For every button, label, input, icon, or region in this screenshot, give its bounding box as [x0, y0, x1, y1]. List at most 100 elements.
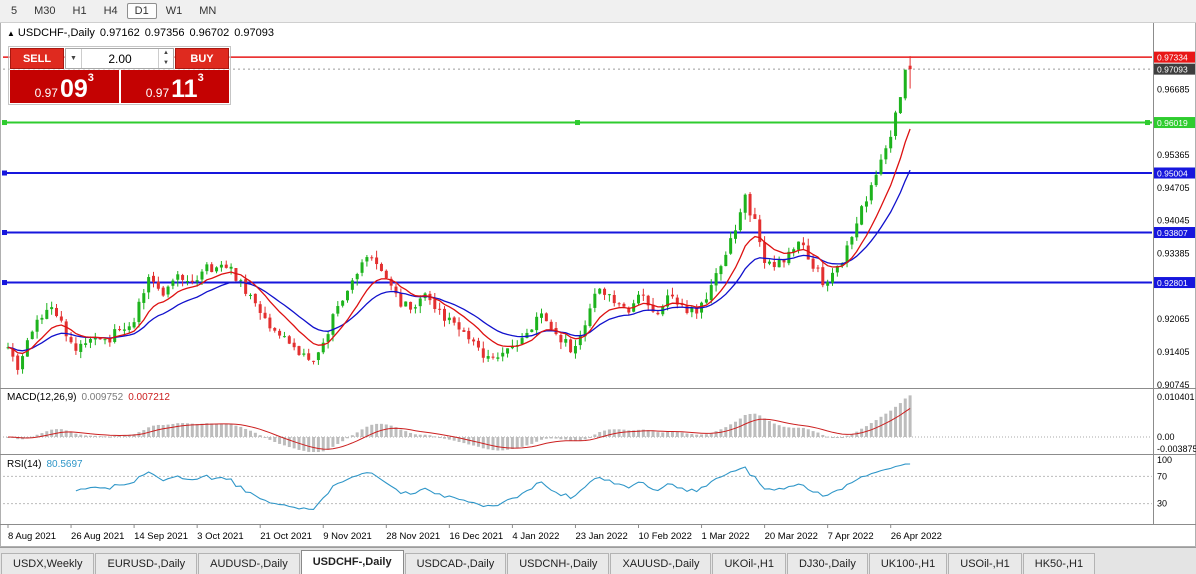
buy-price-big: 11	[171, 75, 198, 103]
rsi-label: RSI(14) 80.5697	[7, 459, 88, 470]
svg-text:0.010401: 0.010401	[1157, 392, 1195, 402]
macd-signal-value: 0.007212	[128, 392, 170, 403]
sell-price-display[interactable]: 0.97 09 3	[10, 70, 119, 103]
svg-text:4 Jan 2022: 4 Jan 2022	[512, 531, 559, 542]
macd-label: MACD(12,26,9) 0.009752 0.007212	[7, 392, 175, 403]
timeframe-button-MN[interactable]: MN	[191, 3, 224, 19]
ma-fast-line	[7, 128, 911, 355]
svg-text:26 Apr 2022: 26 Apr 2022	[891, 531, 942, 542]
svg-text:0.90745: 0.90745	[1157, 380, 1190, 390]
chart-tab-usdx-weekly[interactable]: USDX,Weekly	[1, 553, 95, 574]
svg-text:0.93807: 0.93807	[1157, 228, 1188, 238]
chart-tab-usdcad-daily[interactable]: USDCAD-,Daily	[404, 553, 507, 574]
svg-text:28 Nov 2021: 28 Nov 2021	[386, 531, 440, 542]
svg-text:0.96685: 0.96685	[1157, 84, 1190, 94]
svg-text:16 Dec 2021: 16 Dec 2021	[449, 531, 503, 542]
buy-button[interactable]: BUY	[175, 48, 229, 69]
macd-histogram	[3, 395, 1152, 452]
svg-text:23 Jan 2022: 23 Jan 2022	[575, 531, 627, 542]
timeframe-button-5[interactable]: 5	[3, 3, 25, 19]
line-handle[interactable]	[2, 170, 7, 176]
chart-title: ▲ USDCHF-,Daily 0.97162 0.97356 0.96702 0.970…	[7, 27, 279, 39]
volume-value[interactable]: 2.00	[108, 51, 132, 66]
svg-text:100: 100	[1157, 455, 1172, 465]
line-handle[interactable]	[1145, 120, 1150, 126]
chart-tab-bar: USDX,Weekly EURUSD-,Daily AUDUSD-,Daily USD…	[0, 547, 1196, 574]
timeframe-button-D1[interactable]: D1	[126, 3, 157, 19]
chart-tab-uk100-h1[interactable]: UK100-,H1	[868, 553, 948, 574]
buy-price-prefix: 0.97	[145, 86, 170, 100]
svg-text:10 Feb 2022: 10 Feb 2022	[639, 531, 692, 542]
chart-tab-hk50-h1[interactable]: HK50-,H1	[1022, 553, 1096, 574]
svg-text:0.93385: 0.93385	[1157, 248, 1190, 258]
chart-tab-dj30-daily[interactable]: DJ30-,Daily	[786, 553, 868, 574]
buy-price-pip: 3	[197, 72, 204, 84]
rsi-name: RSI(14)	[7, 459, 42, 470]
timeframe-button-H4[interactable]: H4	[96, 3, 126, 19]
svg-text:0.97334: 0.97334	[1157, 53, 1188, 63]
svg-text:8 Aug 2021: 8 Aug 2021	[8, 531, 56, 542]
line-handle[interactable]	[2, 280, 7, 286]
timeframe-button-W1[interactable]: W1	[158, 3, 191, 19]
svg-text:0.95004: 0.95004	[1157, 168, 1188, 178]
volume-spinner[interactable]: ▲ ▼	[158, 49, 173, 68]
sell-button[interactable]: SELL	[10, 48, 64, 69]
svg-text:0.94705: 0.94705	[1157, 183, 1190, 193]
macd-main-value: 0.009752	[81, 392, 124, 403]
line-handle[interactable]	[2, 120, 7, 126]
svg-text:30: 30	[1157, 499, 1167, 509]
symbol-label: USDCHF-,Daily	[17, 27, 95, 39]
ohlc-close: 0.97093	[234, 27, 274, 39]
svg-text:0.91405: 0.91405	[1157, 347, 1190, 357]
svg-text:3 Oct 2021: 3 Oct 2021	[197, 531, 243, 542]
svg-text:0.92801: 0.92801	[1157, 278, 1188, 288]
svg-text:70: 70	[1157, 471, 1167, 481]
macd-axis[interactable]: 0.010401 0.00 -0.003875	[1157, 392, 1196, 454]
spinner-up-icon[interactable]: ▲	[163, 50, 169, 56]
svg-text:0.94045: 0.94045	[1157, 216, 1190, 226]
rsi-value: 80.5697	[46, 459, 83, 470]
chart-tab-ukoil-h1[interactable]: UKOil-,H1	[712, 553, 786, 574]
chart-tab-eurusd-daily[interactable]: EURUSD-,Daily	[95, 553, 198, 574]
svg-text:14 Sep 2021: 14 Sep 2021	[134, 531, 188, 542]
svg-text:20 Mar 2022: 20 Mar 2022	[765, 531, 818, 542]
sell-price-pip: 3	[87, 72, 94, 84]
svg-text:0.96019: 0.96019	[1157, 118, 1188, 128]
spinner-down-icon[interactable]: ▼	[163, 59, 169, 66]
timeframe-button-M30[interactable]: M30	[26, 3, 63, 19]
timeframe-button-H1[interactable]: H1	[65, 3, 95, 19]
svg-text:0.95365: 0.95365	[1157, 150, 1190, 160]
rsi-line	[75, 463, 911, 510]
candles-layer	[6, 56, 912, 375]
svg-text:21 Oct 2021: 21 Oct 2021	[260, 531, 312, 542]
chart-tab-usdcnh-daily[interactable]: USDCNH-,Daily	[507, 553, 610, 574]
rsi-panel	[3, 475, 1152, 505]
chart-tab-xauusd-daily[interactable]: XAUUSD-,Daily	[610, 553, 712, 574]
date-axis[interactable]: 8 Aug 2021 26 Aug 2021 14 Sep 2021 3 Oct 20…	[7, 525, 942, 542]
sell-price-prefix: 0.97	[34, 86, 58, 100]
svg-text:0.97093: 0.97093	[1157, 65, 1188, 75]
volume-control[interactable]: ▼ 2.00 ▲ ▼	[65, 48, 174, 69]
one-click-trading-panel: SELL ▼ 2.00 ▲ ▼ BUY 0.97 09 3 0.97 11 3	[8, 46, 231, 105]
svg-text:-0.003875: -0.003875	[1157, 444, 1196, 454]
chart-tab-usdchf-daily[interactable]: USDCHF-,Daily	[300, 550, 404, 574]
svg-text:1 Mar 2022: 1 Mar 2022	[702, 531, 750, 542]
chart-tab-usoil-h1[interactable]: USOil-,H1	[948, 553, 1022, 574]
chart-tab-audusd-daily[interactable]: AUDUSD-,Daily	[198, 553, 300, 574]
svg-text:0.92065: 0.92065	[1157, 314, 1190, 324]
macd-name: MACD(12,26,9)	[7, 392, 77, 403]
svg-text:0.00: 0.00	[1157, 432, 1175, 442]
svg-text:26 Aug 2021: 26 Aug 2021	[71, 531, 124, 542]
collapse-arrow-icon[interactable]: ▲	[7, 29, 15, 38]
timeframe-toolbar: 5 M30 H1 H4 D1 W1 MN	[0, 0, 1196, 23]
ohlc-high: 0.97356	[144, 27, 185, 39]
line-handle[interactable]	[2, 230, 7, 236]
macd-signal-line	[7, 407, 911, 450]
price-axis[interactable]: 0.96685 0.95365 0.94705 0.94045 0.93385 0.920…	[1154, 51, 1195, 390]
buy-price-display[interactable]: 0.97 11 3	[120, 70, 229, 103]
rsi-axis[interactable]: 100 70 30	[1157, 455, 1172, 509]
volume-dropdown-icon[interactable]: ▼	[66, 49, 82, 68]
line-handle[interactable]	[575, 120, 580, 126]
ohlc-low: 0.96702	[189, 27, 230, 39]
